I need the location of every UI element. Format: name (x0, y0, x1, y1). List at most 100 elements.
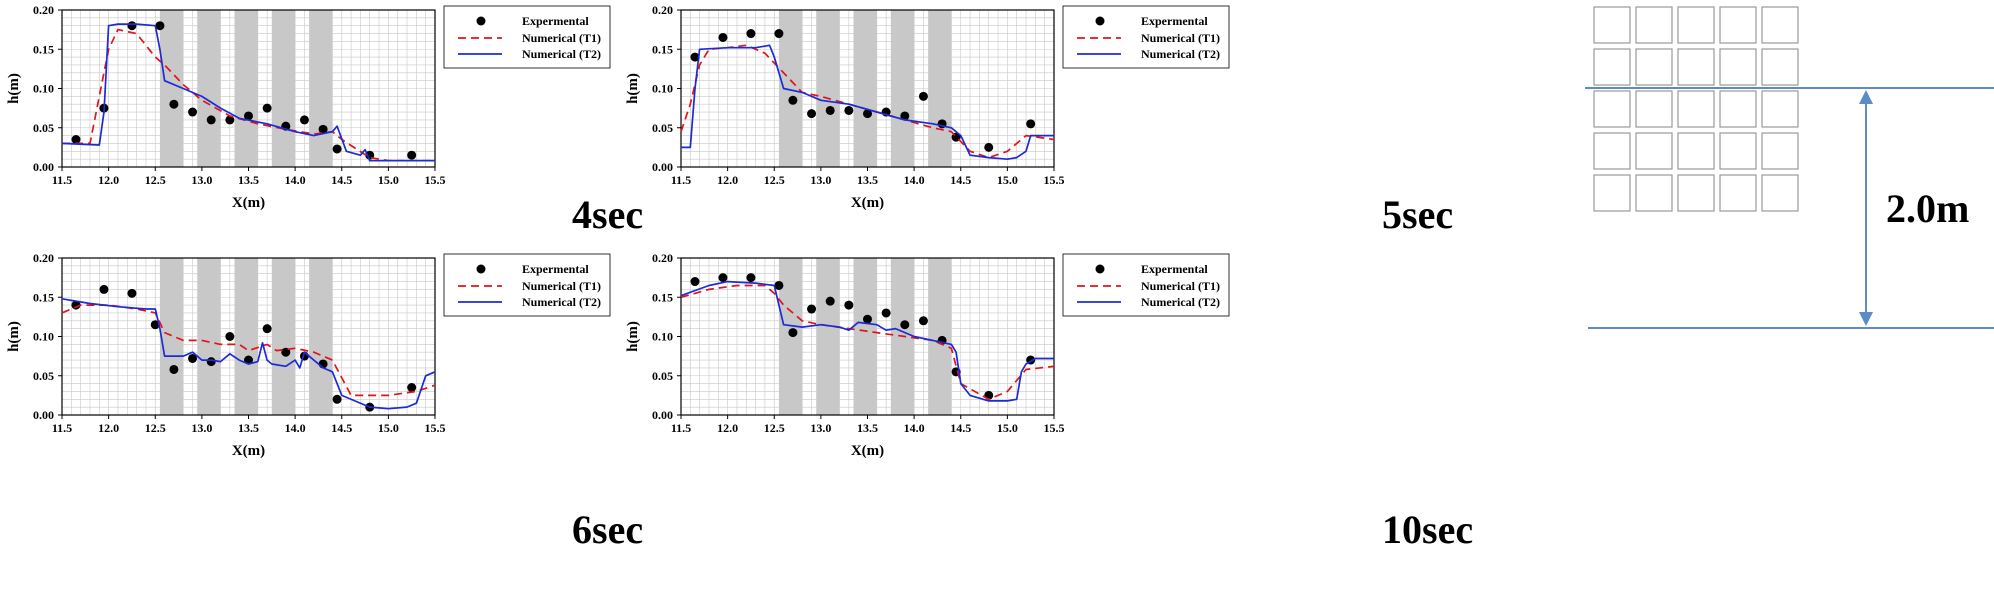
building-layout-diagram (1593, 6, 1799, 212)
building-block (1719, 48, 1757, 86)
x-tick-label: 13.0 (191, 421, 212, 435)
x-tick-label: 13.0 (810, 173, 831, 187)
legend-marker-experimental (476, 16, 486, 26)
y-axis-label: h(m) (6, 73, 22, 104)
y-tick-label: 0.20 (33, 3, 54, 17)
experimental-point (188, 107, 198, 117)
experimental-point (332, 144, 342, 154)
experimental-point (807, 109, 817, 119)
x-tick-label: 15.5 (1044, 421, 1065, 435)
x-tick-label: 15.0 (378, 173, 399, 187)
experimental-point (262, 324, 272, 334)
y-tick-label: 0.10 (33, 330, 54, 344)
time-label-4sec: 4sec (572, 192, 643, 237)
y-tick-label: 0.20 (652, 251, 673, 265)
experimental-point (746, 273, 756, 283)
experimental-point (825, 296, 835, 306)
y-tick-label: 0.15 (652, 290, 673, 304)
experimental-point (690, 277, 700, 287)
experimental-point (863, 109, 872, 119)
experimental-point (984, 142, 994, 152)
experimental-point (188, 353, 198, 363)
experimental-point (788, 95, 798, 105)
x-tick-label: 11.5 (671, 421, 691, 435)
legend-box (1062, 5, 1230, 69)
experimental-point (1026, 119, 1036, 129)
experimental-point (844, 300, 854, 310)
building-block (1677, 90, 1715, 128)
building-block (1635, 6, 1673, 44)
x-tick-label: 12.0 (717, 421, 738, 435)
legend: Expermental Numerical (T1) Numerical (T2) (1062, 5, 1230, 69)
x-tick-label: 13.5 (857, 173, 878, 187)
building-block (1677, 48, 1715, 86)
experimental-point (407, 383, 417, 393)
legend-label-t2: Numerical (T2) (1141, 47, 1220, 61)
x-tick-label: 14.5 (331, 173, 352, 187)
experimental-point (718, 32, 728, 42)
y-tick-label: 0.20 (652, 3, 673, 17)
y-tick-label: 0.20 (33, 251, 54, 265)
experimental-point (155, 21, 165, 31)
building-block (1635, 90, 1673, 128)
experimental-point (225, 332, 235, 341)
experimental-point (718, 273, 728, 283)
experimental-point (900, 111, 910, 121)
experimental-point (900, 320, 910, 330)
x-tick-label: 12.5 (764, 173, 785, 187)
distance-label: 2.0m (1886, 186, 1969, 231)
x-tick-label: 15.5 (425, 421, 446, 435)
x-tick-label: 15.0 (997, 173, 1018, 187)
building-block (1593, 48, 1631, 86)
building-block (1593, 132, 1631, 170)
x-tick-label: 14.5 (331, 421, 352, 435)
experimental-point (169, 99, 179, 109)
legend-label-t1: Numerical (T1) (1141, 31, 1220, 45)
building-block (1635, 174, 1673, 212)
legend: Expermental Numerical (T1) Numerical (T2) (1062, 253, 1230, 317)
building-block (1719, 174, 1757, 212)
building-block (1677, 132, 1715, 170)
y-tick-label: 0.00 (33, 160, 54, 174)
x-axis-label: X(m) (851, 195, 884, 211)
y-tick-label: 0.10 (652, 82, 673, 96)
legend-marker-experimental (1095, 16, 1105, 26)
y-axis-label: h(m) (625, 321, 641, 352)
experimental-point (788, 328, 798, 338)
y-tick-label: 0.10 (33, 82, 54, 96)
experimental-point (244, 111, 253, 121)
legend-label-t1: Numerical (T1) (522, 31, 601, 45)
experimental-point (863, 314, 872, 324)
building-block (1761, 48, 1799, 86)
y-tick-label: 0.05 (33, 121, 54, 135)
building-block (1719, 132, 1757, 170)
experimental-point (844, 105, 854, 115)
legend-marker-experimental (476, 264, 486, 274)
time-label-5sec: 5sec (1382, 192, 1453, 237)
building-block (1761, 6, 1799, 44)
legend-label-t2: Numerical (T2) (1141, 295, 1220, 309)
x-tick-label: 12.5 (145, 421, 166, 435)
building-block (1593, 90, 1631, 128)
chart-panel-5sec: 11.5 12.0 12.5 13.0 13.5 14.0 14.5 15.0 15.5 0.00… (625, 3, 1230, 211)
time-label-10sec: 10sec (1382, 507, 1473, 552)
y-tick-label: 0.10 (652, 330, 673, 344)
series-line-t2 (680, 280, 1054, 402)
y-tick-label: 0.15 (33, 42, 54, 56)
legend-label-t1: Numerical (T1) (1141, 279, 1220, 293)
legend: Expermental Numerical (T1) Numerical (T2) (443, 5, 611, 69)
experimental-point (918, 91, 928, 101)
legend-label-experimental: Expermental (522, 14, 589, 28)
building-block (1761, 90, 1799, 128)
legend-label-t1: Numerical (T1) (522, 279, 601, 293)
x-tick-label: 12.5 (764, 421, 785, 435)
x-tick-label: 11.5 (52, 173, 72, 187)
experimental-point (262, 103, 272, 113)
x-tick-label: 15.5 (425, 173, 446, 187)
y-tick-label: 0.05 (33, 369, 54, 383)
x-tick-label: 13.0 (191, 173, 212, 187)
y-tick-label: 0.00 (33, 408, 54, 422)
experimental-point (225, 115, 235, 125)
building-block (1761, 174, 1799, 212)
